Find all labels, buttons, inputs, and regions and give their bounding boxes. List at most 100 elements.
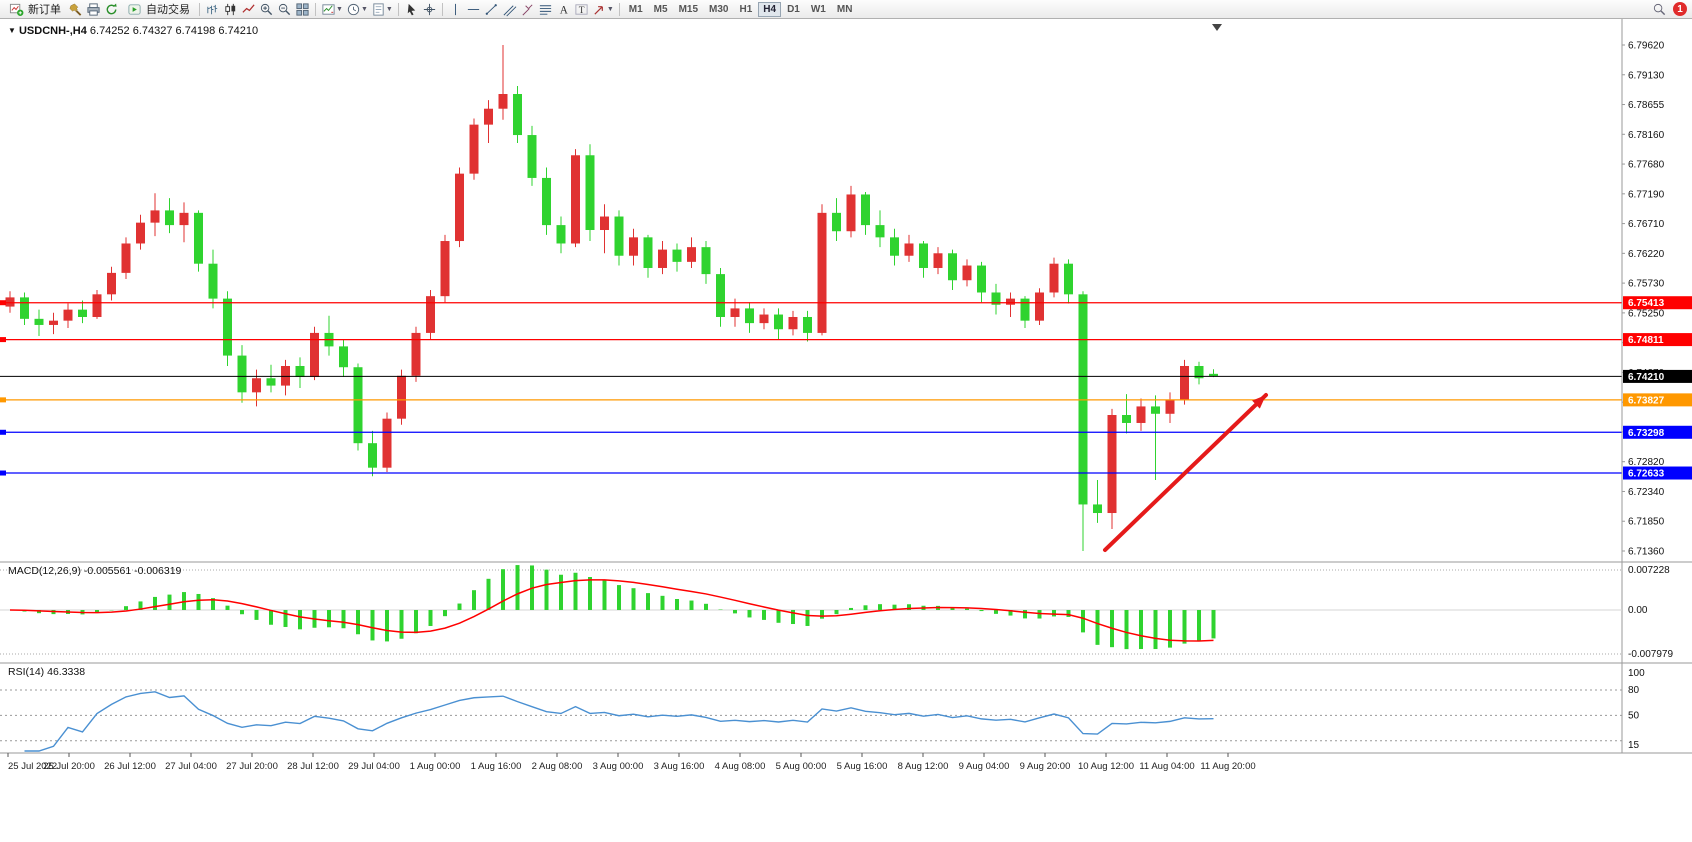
timeframe-h1-button[interactable]: H1 [734,2,757,17]
timeframe-mn-button[interactable]: MN [832,2,858,17]
channel-tool-icon[interactable] [501,1,518,18]
bar-chart-icon[interactable] [204,1,221,18]
templates-icon[interactable] [370,1,387,18]
svg-text:5 Aug 00:00: 5 Aug 00:00 [776,761,827,772]
svg-text:11 Aug 04:00: 11 Aug 04:00 [1139,761,1194,772]
refresh-icon[interactable] [103,1,120,18]
chart-symbol-period: USDCNH-,H4 [18,25,87,37]
svg-text:6.73827: 6.73827 [1628,395,1665,406]
svg-text:6.76710: 6.76710 [1628,219,1665,230]
print-icon[interactable] [85,1,102,18]
svg-text:6.75413: 6.75413 [1628,298,1665,309]
arrows-tool-icon[interactable] [591,1,608,18]
toolbar-separator [397,2,399,16]
toolbar-separator [199,2,200,16]
toolbar-separator [315,2,316,16]
periods-clock-icon[interactable] [345,1,362,18]
templates-dropdown-caret-icon[interactable]: ▼ [385,5,393,13]
timeframe-m30-button[interactable]: M30 [704,2,733,17]
new-order-label: 新订单 [28,4,61,16]
svg-text:25 Jul 2022: 25 Jul 2022 [8,761,57,772]
svg-text:6.72633: 6.72633 [1628,469,1665,480]
fibonacci-tool-icon[interactable] [537,1,554,18]
timeframe-h4-button[interactable]: H4 [758,1,782,17]
zoom-in-icon[interactable] [258,1,275,18]
timeframe-d1-button[interactable]: D1 [782,2,805,17]
svg-text:6.75730: 6.75730 [1628,279,1665,290]
svg-text:6.73298: 6.73298 [1628,428,1665,439]
rsi-value: 46.3338 [47,666,86,678]
timeframe-w1-button[interactable]: W1 [806,2,831,17]
arrows-dropdown-caret-icon[interactable]: ▼ [606,5,614,13]
auto-trading-icon [126,1,143,18]
price-chart-canvas[interactable]: 6.79620 6.79130 6.78655 6.78160 6.77680 6.771… [0,19,1692,842]
line-chart-icon[interactable] [240,1,257,18]
toolbar-separator [618,2,620,16]
svg-text:6.78655: 6.78655 [1628,100,1665,111]
svg-text:5 Aug 16:00: 5 Aug 16:00 [837,761,888,772]
svg-text:3 Aug 16:00: 3 Aug 16:00 [654,761,705,772]
svg-text:1 Aug 00:00: 1 Aug 00:00 [410,761,461,772]
new-order-icon [8,1,25,18]
svg-text:25 Jul 20:00: 25 Jul 20:00 [43,761,95,772]
text-tool-icon[interactable]: A [555,1,572,18]
tile-windows-icon[interactable] [294,1,311,18]
auto-trading-label: 自动交易 [146,4,190,16]
rsi-name: RSI(14) [8,666,45,678]
auto-trading-button[interactable]: 自动交易 [121,1,195,18]
chart-ohlc-info: ▼ USDCNH-,H4 6.74252 6.74327 6.74198 6.7… [8,25,258,37]
svg-text:100: 100 [1628,668,1645,679]
timeframe-m1-button[interactable]: M1 [624,2,648,17]
svg-text:6.74210: 6.74210 [1628,372,1665,383]
macd-name: MACD(12,26,9) [8,565,81,577]
indicators-icon[interactable] [320,1,337,18]
chart-menu-caret-icon[interactable]: ▼ [8,26,16,35]
chart-ohlc-values: 6.74252 6.74327 6.74198 6.74210 [89,25,259,37]
metaeditor-hammer-icon[interactable] [67,1,84,18]
svg-text:9 Aug 20:00: 9 Aug 20:00 [1020,761,1071,772]
svg-text:6.75250: 6.75250 [1628,308,1665,319]
indicators-dropdown-caret-icon[interactable]: ▼ [336,5,343,13]
svg-text:6.72820: 6.72820 [1628,457,1665,468]
notification-badge[interactable]: 1 [1673,2,1687,16]
vertical-line-tool-icon[interactable] [447,1,464,18]
svg-text:T: T [579,5,585,15]
candlestick-chart-icon[interactable] [222,1,239,18]
svg-text:6.76220: 6.76220 [1628,249,1665,260]
pitchfork-tool-icon[interactable] [519,1,536,18]
timeframe-m5-button[interactable]: M5 [649,2,673,17]
crosshair-icon[interactable] [421,1,438,18]
svg-text:6.78160: 6.78160 [1628,130,1665,141]
new-order-button[interactable]: 新订单 [3,1,66,18]
timeframe-m15-button[interactable]: M15 [674,2,703,17]
periods-dropdown-caret-icon[interactable]: ▼ [360,5,368,13]
svg-text:1 Aug 16:00: 1 Aug 16:00 [471,761,522,772]
svg-text:6.79130: 6.79130 [1628,70,1665,81]
svg-text:80: 80 [1628,685,1640,696]
svg-text:3 Aug 00:00: 3 Aug 00:00 [593,761,644,772]
toolbar: 新订单 自动交易 [0,0,1692,19]
text-label-tool-icon[interactable]: T [573,1,590,18]
svg-text:6.72340: 6.72340 [1628,487,1665,498]
zoom-out-icon[interactable] [276,1,293,18]
svg-text:6.71360: 6.71360 [1628,547,1665,558]
svg-text:6.77190: 6.77190 [1628,189,1665,200]
horizontal-line-tool-icon[interactable] [465,1,482,18]
svg-text:6.79620: 6.79620 [1628,41,1665,52]
macd-values: -0.005561 -0.006319 [83,565,182,577]
chart-area: 6.79620 6.79130 6.78655 6.78160 6.77680 6.771… [0,19,1692,842]
svg-text:6.77680: 6.77680 [1628,160,1665,171]
cursor-icon[interactable] [403,1,420,18]
svg-text:6.74811: 6.74811 [1628,335,1664,346]
svg-text:A: A [560,4,569,16]
svg-text:28 Jul 12:00: 28 Jul 12:00 [287,761,339,772]
svg-text:8 Aug 12:00: 8 Aug 12:00 [898,761,949,772]
svg-text:4 Aug 08:00: 4 Aug 08:00 [715,761,766,772]
svg-text:10 Aug 12:00: 10 Aug 12:00 [1078,761,1134,772]
search-icon[interactable] [1651,1,1668,18]
trendline-tool-icon[interactable] [483,1,500,18]
svg-text:26 Jul 12:00: 26 Jul 12:00 [104,761,156,772]
svg-text:50: 50 [1628,710,1640,721]
toolbar-right-group: 1 [1651,1,1689,18]
svg-text:15: 15 [1628,740,1640,751]
